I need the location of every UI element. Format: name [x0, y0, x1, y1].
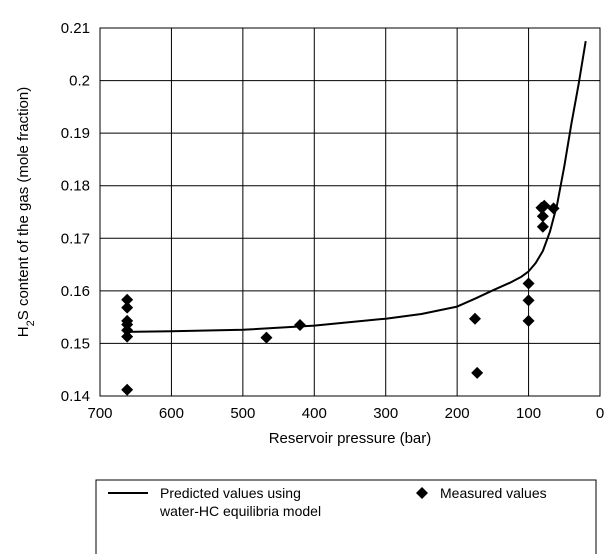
x-tick-label: 100 — [516, 405, 541, 422]
x-axis-title: Reservoir pressure (bar) — [269, 430, 432, 447]
y-tick-label: 0.17 — [61, 230, 90, 247]
measured-value-point — [260, 331, 273, 344]
measured-value-point — [294, 319, 306, 332]
y-tick-label: 0.15 — [61, 335, 90, 352]
x-tick-label: 0 — [596, 405, 604, 422]
measured-value-point — [121, 383, 134, 396]
tick-labels: 700 600 500 400 300 200 100 0 0.14 0.15 0.16 0.17 0.… — [61, 20, 604, 422]
measured-value-point — [522, 277, 535, 290]
x-tick-label: 400 — [302, 405, 327, 422]
x-tick-label: 600 — [159, 405, 184, 422]
legend-swatch-measured-diamond — [416, 487, 428, 499]
measured-value-point — [538, 199, 551, 212]
measured-value-point — [471, 366, 484, 379]
y-tick-label: 0.16 — [61, 283, 90, 300]
measured-value-point — [522, 314, 535, 327]
series — [121, 40, 587, 396]
y-tick-label: 0.21 — [61, 20, 90, 37]
measured-value-point — [121, 330, 134, 343]
legend-box — [95, 479, 597, 554]
grid — [99, 27, 601, 397]
measured-value-point — [121, 293, 134, 306]
x-tick-label: 300 — [373, 405, 398, 422]
measured-value-point — [536, 220, 549, 233]
legend-label-predicted-line-1: Predicted values using — [160, 485, 301, 501]
y-axis-title-part-1: H — [15, 326, 32, 337]
y-axis-title: H2S content of the gas (mole fraction) — [15, 87, 37, 337]
predicted-values-line — [124, 40, 587, 333]
plot-area-frame — [99, 27, 601, 397]
measured-value-point — [547, 202, 560, 215]
y-tick-label: 0.18 — [61, 178, 90, 195]
x-tick-label: 500 — [230, 405, 255, 422]
y-axis-title-part-2: S content of the gas (mole fraction) — [15, 87, 32, 320]
measured-value-point — [469, 312, 481, 325]
x-tick-label: 700 — [87, 405, 112, 422]
y-tick-label: 0.14 — [61, 388, 90, 405]
legend-label-predicted-line-2: water-HC equilibria model — [159, 503, 321, 519]
legend: Predicted values using water-HC equilibr… — [95, 479, 597, 554]
measured-value-point — [121, 301, 134, 314]
measured-value-point — [536, 210, 549, 223]
y-tick-label: 0.19 — [61, 125, 90, 142]
measured-value-point — [121, 324, 134, 337]
y-tick-label: 0.2 — [69, 73, 90, 90]
measured-value-point — [522, 294, 535, 307]
legend-label-measured: Measured values — [440, 485, 547, 501]
y-axis-title-subscript: 2 — [25, 320, 37, 326]
x-tick-label: 200 — [445, 405, 470, 422]
